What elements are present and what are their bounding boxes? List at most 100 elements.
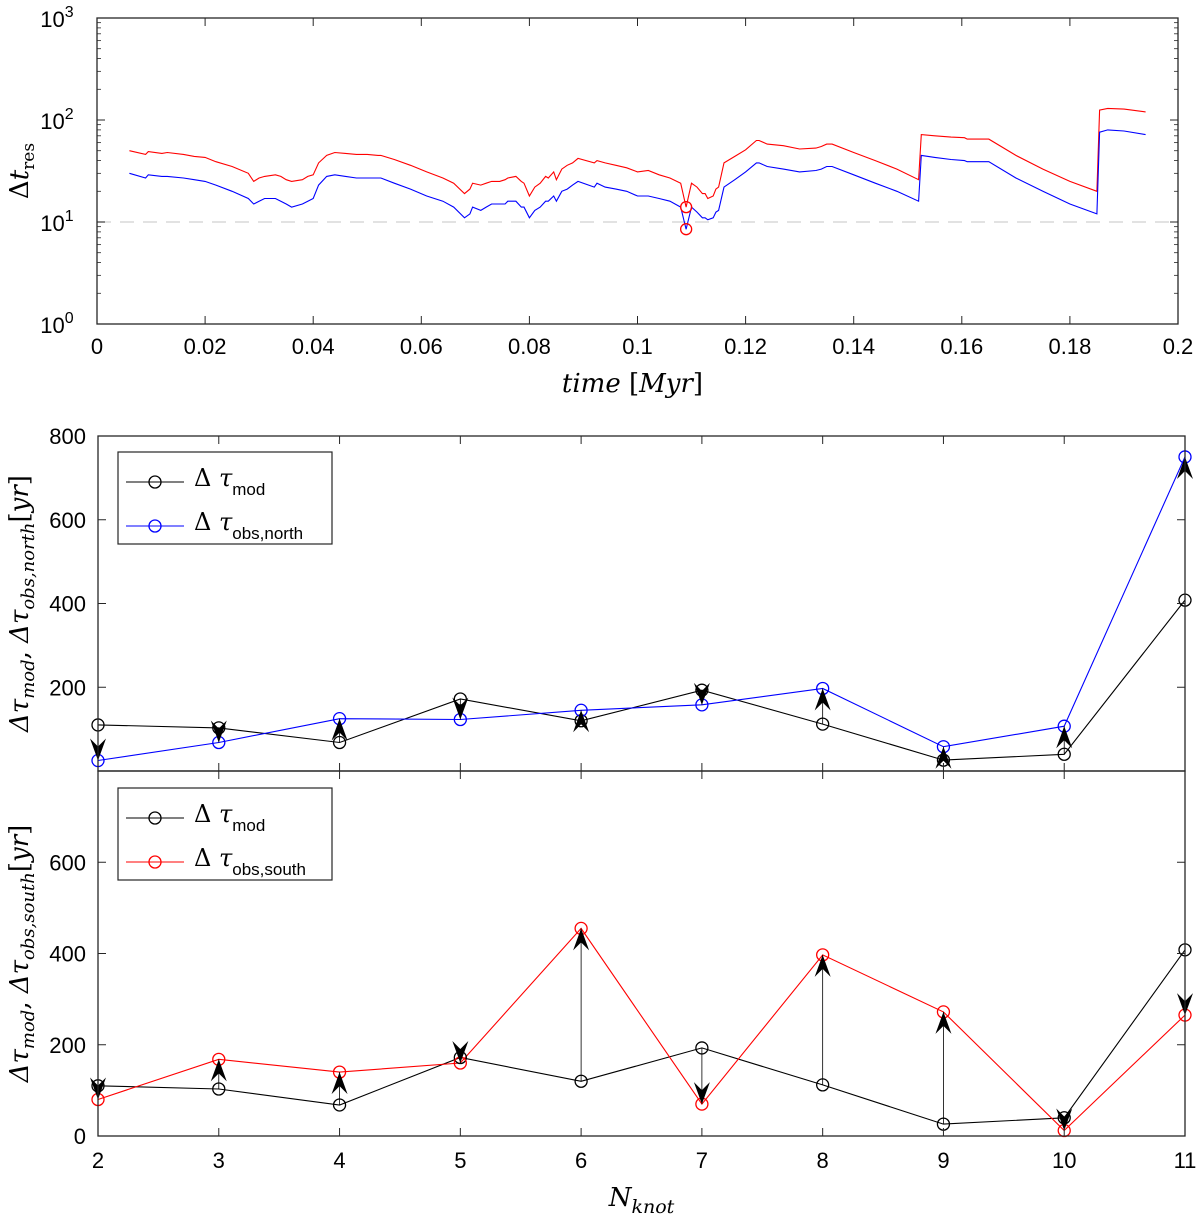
y-label-sep: , <box>5 643 35 660</box>
x-label-bracket: ] <box>693 369 703 399</box>
y-tick-base: 10 <box>40 7 64 32</box>
arrow-head <box>210 720 227 743</box>
y-label-b-sub: obs,south <box>18 872 39 960</box>
x-tick-label: 11 <box>1174 1148 1197 1173</box>
legend-swatch-marker <box>148 475 162 489</box>
y-label-unit: yr <box>5 484 35 514</box>
legend-label: Δ τmod <box>194 800 265 835</box>
y-tick-label: 100 <box>40 310 73 338</box>
x-tick-label: 0 <box>91 334 103 359</box>
x-tick-label: 0.14 <box>832 334 875 359</box>
y-tick-exp: 3 <box>65 4 74 21</box>
arrow-head <box>935 1011 952 1034</box>
legend-delta: Δ <box>194 844 219 872</box>
arrow-head <box>693 1082 710 1105</box>
y-tick-label: 600 <box>49 850 86 875</box>
x-tick-label: 10 <box>1052 1148 1076 1173</box>
legend-delta: Δ <box>194 464 219 492</box>
axes-frame <box>96 17 1179 325</box>
y-tick-base: 10 <box>40 211 64 236</box>
y-label-bracket: [ <box>5 862 35 872</box>
x-tick-label: 0.08 <box>508 334 551 359</box>
y-label-a-sub: mod <box>18 1010 39 1049</box>
x-axis-label: Nknot <box>608 1183 675 1217</box>
y-tick-label: 102 <box>40 106 73 134</box>
arrow-head <box>452 1041 469 1063</box>
legend-tau: τ <box>219 508 233 536</box>
y-tick-base: 10 <box>40 313 64 338</box>
x-tick-label: 6 <box>575 1148 587 1173</box>
series-mod <box>97 599 1186 761</box>
series-mod <box>97 949 1186 1125</box>
arrow-head <box>573 928 590 951</box>
arrow-head <box>693 682 710 705</box>
x-label-unit: Myr <box>638 369 694 399</box>
x-tick-label: 0.12 <box>724 334 767 359</box>
arrow-head <box>331 718 348 741</box>
y-label-a: Δτ <box>5 1049 35 1084</box>
y-tick-label: 101 <box>40 208 73 236</box>
y-label-b-sub: obs,north <box>18 522 39 609</box>
legend-label: Δ τmod <box>194 464 265 499</box>
x-tick-label: 0.18 <box>1048 334 1091 359</box>
arrow-head <box>1056 726 1073 749</box>
x-tick-label: 2 <box>92 1148 104 1173</box>
arrow-head <box>210 1059 227 1082</box>
y-tick-label: 400 <box>49 942 86 967</box>
y-tick-label: 800 <box>49 424 86 449</box>
marker-1 <box>679 223 693 236</box>
legend-sub: mod <box>232 816 265 835</box>
top-panel: 0 0.02 0.04 0.06 0.08 0.1 0.12 0.14 0.16 0.18 0.2 1… <box>5 4 1193 399</box>
y-label-var: t <box>5 169 35 180</box>
y-tick-label: 103 <box>40 4 73 32</box>
x-tick-label: 0.04 <box>292 334 335 359</box>
y-label-unit: yr <box>5 833 35 863</box>
legend-swatch-marker <box>148 519 162 533</box>
x-tick-label: 0.16 <box>940 334 983 359</box>
y-label-sep: , <box>5 993 35 1010</box>
arrow-head <box>573 710 590 733</box>
arrow-head <box>452 697 469 720</box>
legend-delta: Δ <box>194 508 219 536</box>
series-red <box>129 107 1146 208</box>
arrow-head <box>814 688 831 711</box>
legend-tau: τ <box>219 464 233 492</box>
y-label-bracket: ] <box>5 475 35 485</box>
x-label-sub: knot <box>631 1196 674 1217</box>
legend-sub: obs,south <box>232 860 306 879</box>
legend-tau: τ <box>219 844 233 872</box>
series-blue <box>129 129 1146 230</box>
y-label-a: Δτ <box>5 698 35 733</box>
x-axis-label: time [Myr] <box>562 369 703 399</box>
legend-swatch-marker <box>148 811 162 825</box>
x-tick-label: 0.06 <box>400 334 443 359</box>
y-tick-exp: 1 <box>65 208 74 225</box>
x-label-var: time <box>562 369 621 399</box>
y-tick-exp: 2 <box>65 106 74 123</box>
legend-box <box>117 787 333 881</box>
x-tick-label: 0.02 <box>184 334 227 359</box>
x-tick-label: 4 <box>333 1148 345 1173</box>
y-tick-label: 600 <box>49 508 86 533</box>
arrow-head <box>814 954 831 977</box>
y-label-sub: res <box>19 143 39 170</box>
y-label-bracket: ] <box>5 825 35 835</box>
y-tick-label: 200 <box>49 675 86 700</box>
y-label-bracket: [ <box>5 512 35 522</box>
y-tick-label: 0 <box>74 1124 86 1149</box>
legend-swatch-marker <box>148 855 162 869</box>
legend-label: Δ τobs,north <box>194 508 303 543</box>
y-tick-label: 400 <box>49 592 86 617</box>
x-tick-label: 5 <box>454 1148 466 1173</box>
y-label-b: Δτ <box>5 959 35 994</box>
arrow-head <box>1056 1108 1073 1131</box>
y-label-sym: Δ <box>5 180 35 199</box>
x-label-bracket: [ <box>621 369 639 399</box>
marker-0 <box>679 200 693 214</box>
x-tick-label: 9 <box>937 1148 949 1173</box>
y-axis-label: Δτmod, Δτobs,north[yr] <box>5 475 39 733</box>
y-label-a-sub: mod <box>18 659 39 698</box>
legend-label: Δ τobs,south <box>194 844 306 879</box>
